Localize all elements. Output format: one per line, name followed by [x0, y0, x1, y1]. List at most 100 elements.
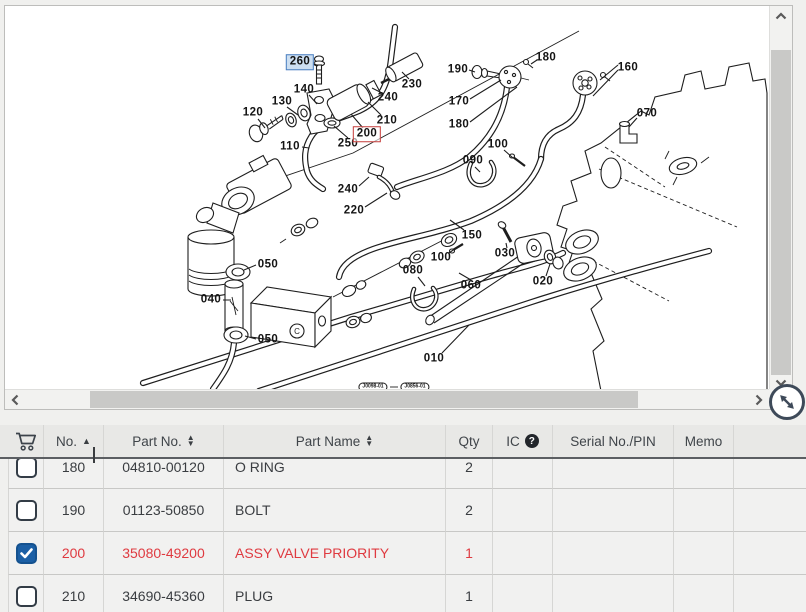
col-header-label: Part No.: [132, 433, 182, 449]
col-header-part_no[interactable]: Part No. ▲ ▼: [103, 425, 223, 457]
diagram-callout-050[interactable]: 050: [257, 333, 279, 346]
diagram-callout-020[interactable]: 020: [532, 275, 554, 288]
diagram-callout-190[interactable]: 190: [447, 63, 469, 76]
cell-qty: 1: [445, 532, 492, 575]
col-header-cart[interactable]: [8, 425, 43, 457]
diagram-callout-250[interactable]: 250: [337, 137, 359, 150]
diagram-callout-180[interactable]: 180: [535, 51, 557, 64]
cell-no: 190: [43, 489, 103, 532]
cell-qty: 2: [445, 459, 492, 489]
row-checkbox[interactable]: [15, 499, 37, 521]
diagram-callout-090[interactable]: 090: [462, 154, 484, 167]
scroll-up-button[interactable]: [773, 9, 789, 23]
diagram-stamp: J0856-01: [400, 382, 430, 389]
valve-block: C: [249, 286, 333, 349]
diagram-resize-button[interactable]: [769, 384, 805, 420]
diagram-callout-010[interactable]: 010: [423, 352, 445, 365]
diagonal-resize-icon: [780, 395, 794, 409]
callout-leader-lines: [223, 59, 638, 354]
diagram-callout-160[interactable]: 160: [617, 61, 639, 74]
col-header-label: IC: [506, 433, 520, 449]
cell-ic_val: [492, 489, 552, 532]
diagram-callout-030[interactable]: 030: [494, 247, 516, 260]
check-icon: [19, 547, 33, 558]
table-row: 190 01123-50850 BOLT 2: [0, 489, 806, 532]
exploded-fittings: [279, 217, 458, 329]
sort-indicator-stem: [93, 447, 95, 463]
sort-both-icon: ▲ ▼: [186, 433, 195, 448]
checkbox-cell: [8, 575, 43, 612]
help-icon[interactable]: ?: [524, 434, 539, 448]
cell-part_no: 35080-49200: [103, 532, 223, 575]
diagram-callout-040[interactable]: 040: [200, 293, 222, 306]
cell-memo: [673, 575, 733, 612]
cell-qty: 2: [445, 489, 492, 532]
row-checkbox[interactable]: [15, 459, 37, 478]
diagram-callout-050[interactable]: 050: [257, 258, 279, 271]
diagram-callout-180[interactable]: 180: [448, 118, 470, 131]
diagram-callout-060[interactable]: 060: [460, 279, 482, 292]
cell-serial: [552, 532, 673, 575]
sort-both-icon: ▲ ▼: [365, 433, 374, 448]
col-header-serial: Serial No./PIN: [552, 425, 673, 457]
diagram-callout-260-blue-box[interactable]: 260: [285, 54, 315, 70]
chevron-right-icon: [755, 394, 763, 406]
diagram-callout-150[interactable]: 150: [461, 229, 483, 242]
row-checkbox-checked[interactable]: [15, 542, 37, 564]
cell-part_name: ASSY VALVE PRIORITY: [223, 532, 445, 575]
col-header-part_name[interactable]: Part Name ▲ ▼: [223, 425, 445, 457]
diagram-callout-240[interactable]: 240: [337, 183, 359, 196]
diagram-callout-210[interactable]: 210: [376, 114, 398, 127]
diagram-callout-140[interactable]: 140: [293, 83, 315, 96]
engine-block: [556, 62, 768, 389]
cell-qty: 1: [445, 575, 492, 612]
diagram-callout-200-red-box[interactable]: 200: [352, 126, 382, 142]
cart-icon: [15, 432, 36, 451]
col-header-label: Part Name: [295, 433, 361, 449]
diagram-callout-080[interactable]: 080: [402, 264, 424, 277]
horizontal-scrollbar[interactable]: [5, 389, 769, 409]
cell-part_no: 34690-45360: [103, 575, 223, 612]
table-row: 200 35080-49200 ASSY VALVE PRIORITY 1: [0, 532, 806, 575]
table-row: 210 34690-45360 PLUG 1: [0, 575, 806, 612]
vertical-scroll-thumb[interactable]: [771, 50, 791, 375]
col-header-qty: Qty: [445, 425, 492, 457]
diagram-callout-220[interactable]: 220: [343, 204, 365, 217]
row-left-spacer: [0, 575, 8, 612]
row-left-spacer: [0, 532, 8, 575]
diagram-callout-100[interactable]: 100: [487, 138, 509, 151]
diagram-callout-120[interactable]: 120: [242, 106, 264, 119]
row-checkbox[interactable]: [15, 585, 37, 607]
cell-part_name: O RING: [223, 459, 445, 489]
cell-part_name: PLUG: [223, 575, 445, 612]
diagram-callout-240[interactable]: 240: [377, 91, 399, 104]
diagram-canvas[interactable]: C: [5, 6, 769, 389]
vertical-scrollbar[interactable]: [769, 6, 792, 391]
cell-ic_val: [492, 532, 552, 575]
scroll-left-button[interactable]: [7, 393, 23, 407]
diagram-callout-130[interactable]: 130: [271, 95, 293, 108]
checkbox-cell: [8, 532, 43, 575]
cell-extra: [733, 575, 806, 612]
steering-pump-assembly: [187, 154, 292, 344]
col-header-no[interactable]: No. ▲: [43, 425, 103, 457]
flange-exploded-group: [471, 58, 611, 96]
diagram-callout-070[interactable]: 070: [636, 107, 658, 120]
diagram-callout-100[interactable]: 100: [430, 251, 452, 264]
checkbox-cell: [8, 459, 43, 489]
diagram-callout-110[interactable]: 110: [280, 140, 300, 153]
parts-table: No. ▲ Part No. ▲ ▼ Part Name ▲ ▼ Qty IC? Serial No…: [0, 425, 806, 612]
scroll-right-button[interactable]: [751, 393, 767, 407]
checkbox-cell: [8, 489, 43, 532]
row-left-spacer: [0, 459, 8, 489]
chevron-left-icon: [11, 394, 19, 406]
cell-no: 180: [43, 459, 103, 489]
horizontal-scroll-thumb[interactable]: [90, 391, 638, 408]
diagram-callout-230[interactable]: 230: [401, 78, 423, 91]
hydraulic-tubes: [139, 23, 713, 389]
diagram-panel: C: [4, 5, 793, 410]
col-header-label: No.: [56, 433, 78, 449]
diagram-callout-170[interactable]: 170: [448, 95, 470, 108]
cell-part_no: 01123-50850: [103, 489, 223, 532]
